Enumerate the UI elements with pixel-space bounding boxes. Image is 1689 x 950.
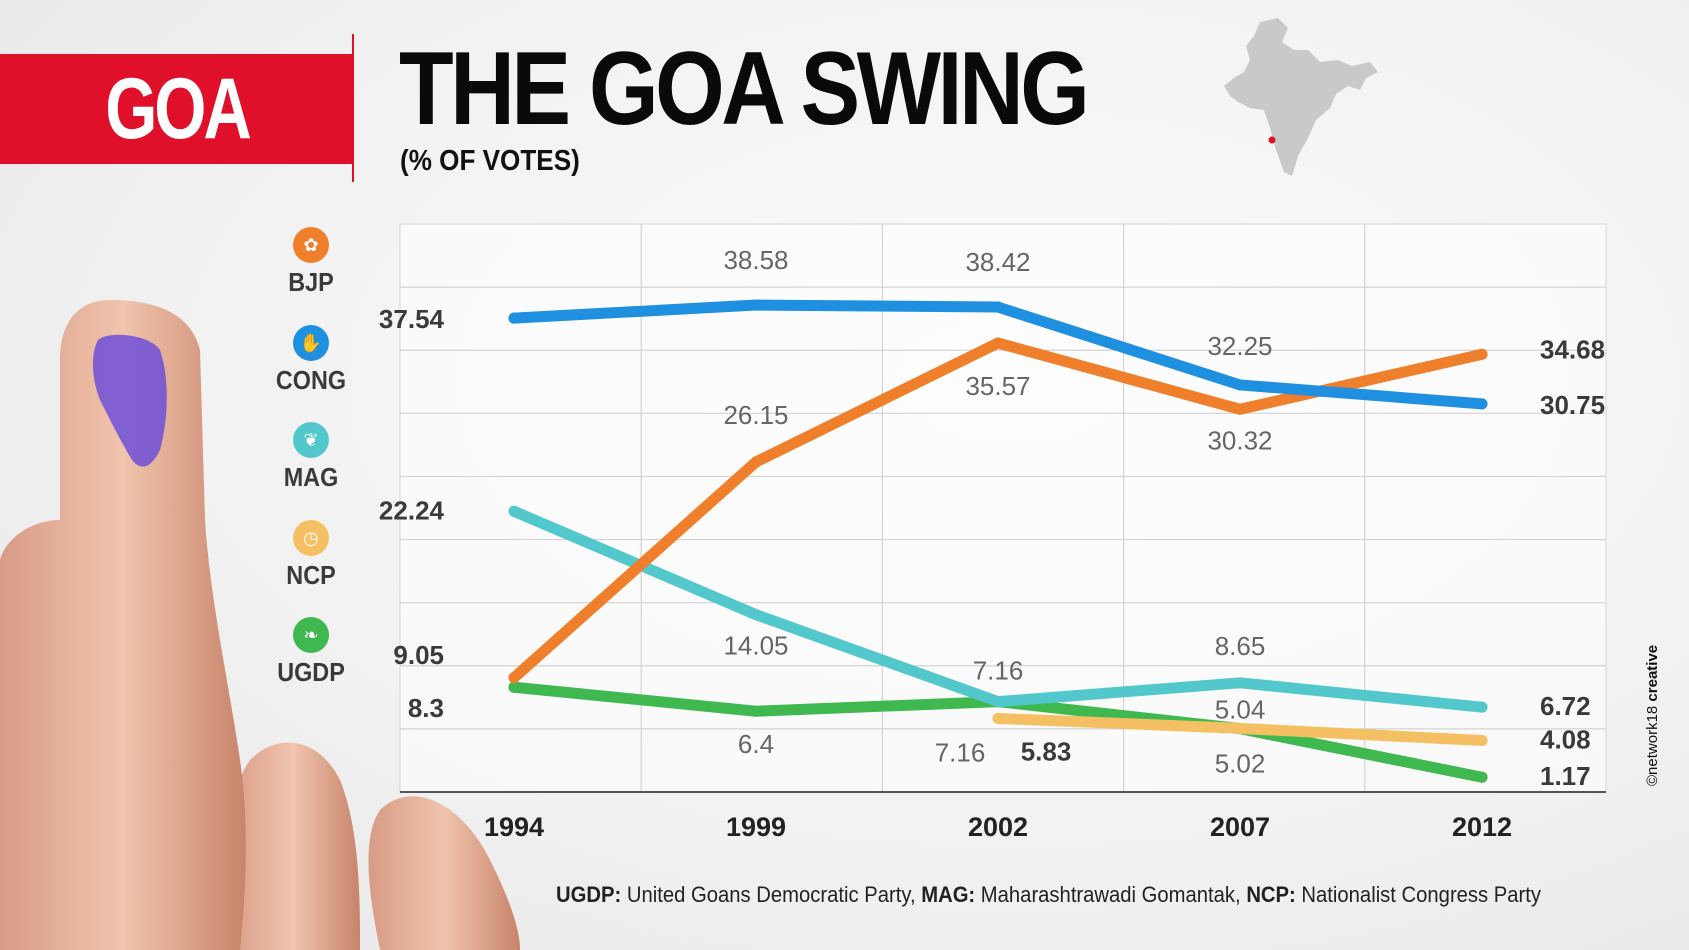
data-label-bjp: 9.05 bbox=[393, 640, 444, 670]
data-point-mag bbox=[1234, 677, 1246, 689]
lion-icon: ❦ bbox=[293, 422, 329, 458]
chart-subtitle: (% OF VOTES) bbox=[400, 145, 580, 177]
data-label-ncp: 4.08 bbox=[1540, 725, 1591, 755]
hand-icon: ✋ bbox=[293, 325, 329, 361]
data-label-bjp: 30.32 bbox=[1207, 425, 1272, 455]
data-point-ugdp bbox=[1476, 771, 1488, 783]
data-point-bjp bbox=[992, 337, 1004, 349]
credit-bold: creative bbox=[1644, 644, 1661, 702]
credit-text: ©network18 bbox=[1644, 705, 1661, 786]
legend-item-bjp: ✿ BJP bbox=[270, 227, 352, 298]
footnote-ncp-text: Nationalist Congress Party bbox=[1301, 882, 1542, 907]
data-point-ncp bbox=[992, 712, 1004, 724]
data-point-cong bbox=[750, 299, 762, 311]
legend-item-cong: ✋ CONG bbox=[270, 325, 352, 396]
data-label-cong: 38.58 bbox=[723, 245, 788, 275]
goa-location-marker bbox=[1268, 136, 1276, 144]
lotus-icon: ✿ bbox=[293, 227, 329, 263]
legend-label: NCP bbox=[286, 560, 336, 590]
data-label-mag: 8.65 bbox=[1215, 631, 1266, 661]
legend-item-ncp: ◷ NCP bbox=[270, 520, 352, 591]
data-label-ugdp: 7.16 bbox=[935, 738, 986, 768]
footnote-ugdp-key: UGDP: bbox=[556, 882, 622, 907]
data-point-bjp bbox=[750, 456, 762, 468]
clock-icon: ◷ bbox=[293, 520, 329, 556]
footnote-mag-key: MAG: bbox=[921, 882, 976, 907]
data-point-ncp bbox=[1234, 722, 1246, 734]
legend-item-mag: ❦ MAG bbox=[270, 422, 352, 493]
data-point-ncp bbox=[1476, 735, 1488, 747]
data-point-cong bbox=[1234, 379, 1246, 391]
credit: ©network18 creative bbox=[1644, 645, 1661, 786]
data-label-bjp: 35.57 bbox=[965, 371, 1030, 401]
state-tag-label: GOA bbox=[104, 60, 252, 157]
footnote-ugdp-text: United Goans Democratic Party, bbox=[626, 882, 916, 907]
legend-item-ugdp: ❧ UGDP bbox=[270, 617, 352, 688]
data-label-cong: 30.75 bbox=[1540, 390, 1605, 420]
hands-icon: ❧ bbox=[293, 617, 329, 653]
footnote: UGDP: United Goans Democratic Party, MAG… bbox=[556, 882, 1541, 908]
data-point-ugdp bbox=[508, 681, 520, 693]
x-tick-label: 2002 bbox=[968, 812, 1028, 842]
data-label-ugdp: 5.02 bbox=[1215, 749, 1266, 779]
data-label-cong: 38.42 bbox=[965, 247, 1030, 277]
data-label-cong: 37.54 bbox=[379, 304, 445, 334]
legend-label: CONG bbox=[275, 365, 347, 395]
data-label-bjp: 26.15 bbox=[723, 400, 788, 430]
data-point-mag bbox=[1476, 701, 1488, 713]
data-point-ugdp bbox=[750, 705, 762, 717]
data-point-mag bbox=[992, 696, 1004, 708]
legend-label: UGDP bbox=[277, 657, 345, 687]
data-point-cong bbox=[1476, 398, 1488, 410]
tag-divider bbox=[352, 34, 354, 182]
data-label-ugdp: 1.17 bbox=[1540, 761, 1591, 791]
footnote-mag-text: Maharashtrawadi Gomantak, bbox=[980, 882, 1241, 907]
data-label-ncp: 5.83 bbox=[1021, 736, 1072, 766]
chart-title: THE GOA SWING bbox=[399, 31, 1090, 147]
data-label-bjp: 34.68 bbox=[1540, 334, 1605, 364]
x-tick-label: 2012 bbox=[1452, 812, 1512, 842]
data-label-mag: 7.16 bbox=[973, 656, 1024, 686]
data-point-mag bbox=[750, 609, 762, 621]
inked-finger-illustration bbox=[0, 300, 520, 950]
x-tick-label: 2007 bbox=[1210, 812, 1270, 842]
data-point-bjp bbox=[1234, 403, 1246, 415]
legend-label: MAG bbox=[283, 462, 339, 492]
data-point-bjp bbox=[508, 672, 520, 684]
x-tick-label: 1999 bbox=[726, 812, 786, 842]
state-tag: GOA bbox=[0, 54, 353, 164]
india-map-icon bbox=[1224, 18, 1378, 176]
data-label-cong: 32.25 bbox=[1207, 331, 1272, 361]
data-point-cong bbox=[508, 312, 520, 324]
x-tick-label: 1994 bbox=[484, 812, 544, 842]
footnote-ncp-key: NCP: bbox=[1246, 882, 1296, 907]
legend-label: BJP bbox=[288, 267, 334, 297]
data-label-mag: 14.05 bbox=[723, 631, 788, 661]
data-point-bjp bbox=[1476, 348, 1488, 360]
data-label-ncp: 5.04 bbox=[1215, 694, 1266, 724]
data-point-cong bbox=[992, 301, 1004, 313]
data-label-ugdp: 8.3 bbox=[408, 693, 444, 723]
data-label-mag: 22.24 bbox=[379, 495, 445, 525]
data-label-ugdp: 6.4 bbox=[738, 729, 774, 759]
data-label-mag: 6.72 bbox=[1540, 691, 1591, 721]
data-point-mag bbox=[508, 505, 520, 517]
